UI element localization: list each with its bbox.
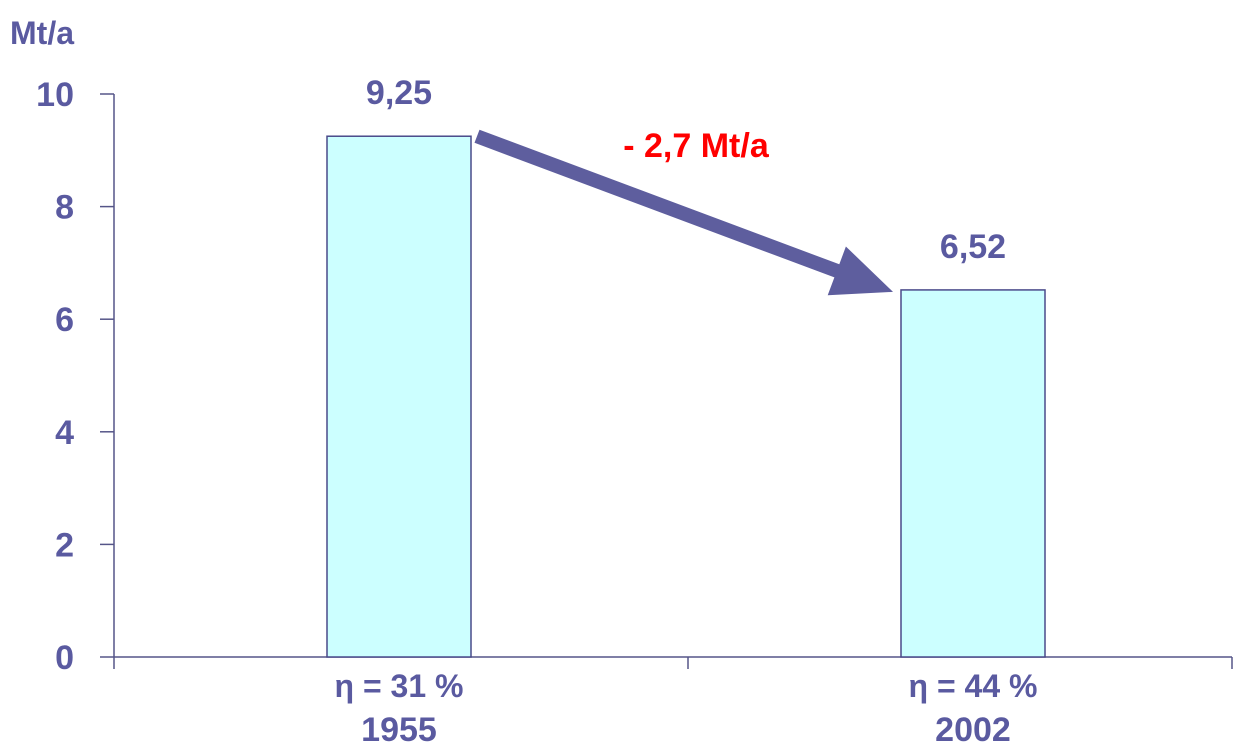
y-axis-unit-label: Mt/a xyxy=(10,15,74,51)
y-tick-label: 8 xyxy=(55,189,74,227)
labels: 9,25 η = 31 % 1955 6,52 η = 44 % 2002 xyxy=(335,74,1038,749)
bar xyxy=(326,135,472,658)
x-tick-label: 2002 xyxy=(935,711,1011,749)
y-tick-label: 0 xyxy=(55,639,74,677)
efficiency-label: η = 31 % xyxy=(335,668,464,704)
efficiency-label: η = 44 % xyxy=(909,668,1038,704)
y-axis: 0 2 4 6 8 10 xyxy=(36,76,115,677)
x-tick-label: 1955 xyxy=(361,711,437,749)
y-tick-label: 2 xyxy=(55,526,74,564)
bars xyxy=(326,135,1046,658)
data-label: 9,25 xyxy=(366,74,432,112)
x-axis xyxy=(113,656,1233,669)
decrease-annotation: - 2,7 Mt/a xyxy=(623,127,770,165)
bar xyxy=(900,289,1046,658)
y-tick-label: 4 xyxy=(55,414,74,452)
data-label: 6,52 xyxy=(940,228,1006,266)
decrease-arrow xyxy=(474,129,893,296)
y-tick-label: 6 xyxy=(55,301,74,339)
y-tick-label: 10 xyxy=(36,76,74,114)
arrow-shape xyxy=(474,129,893,296)
